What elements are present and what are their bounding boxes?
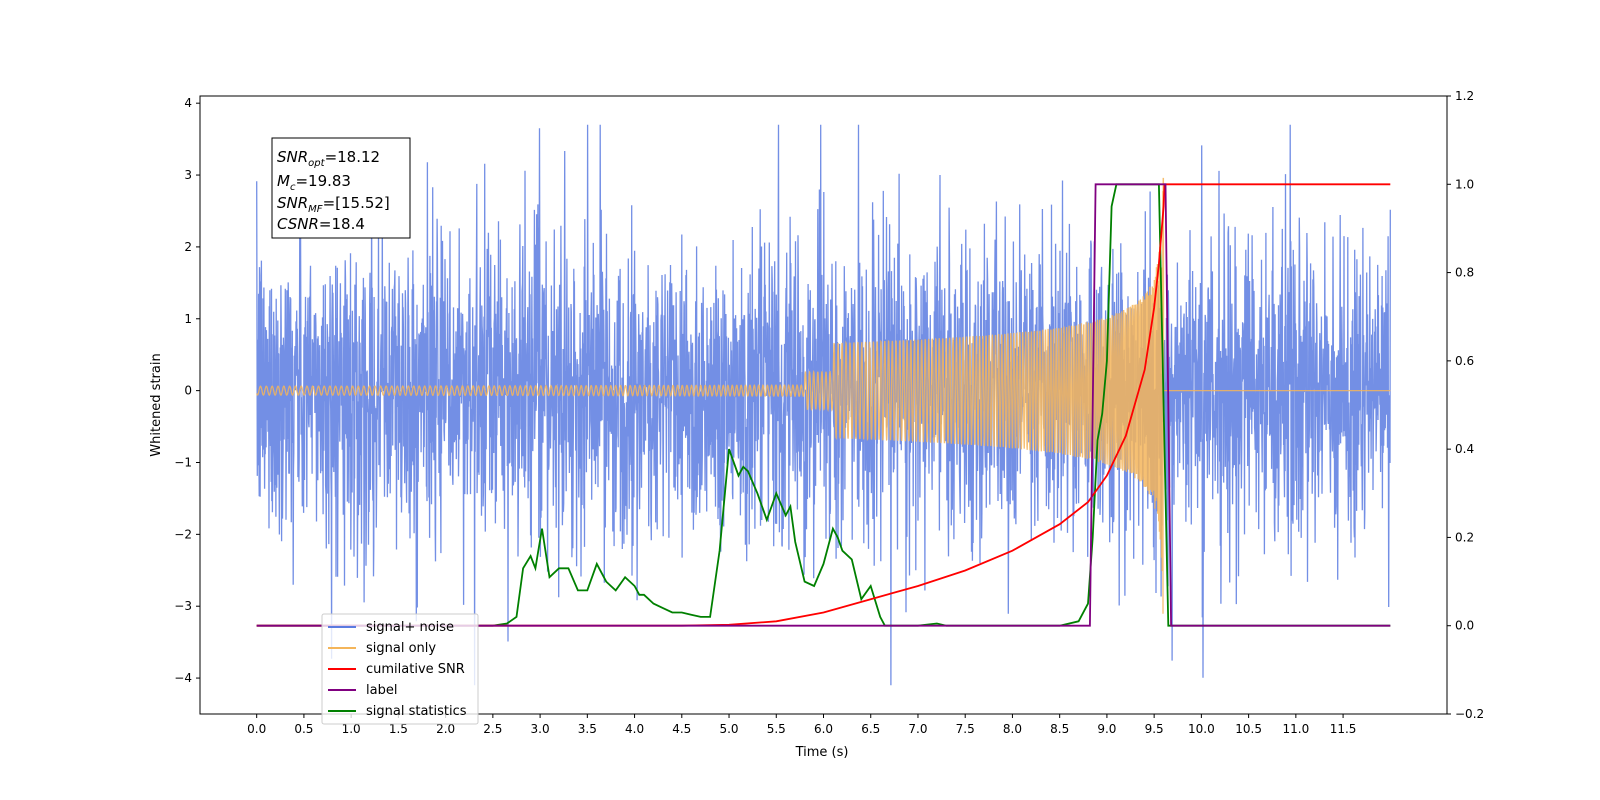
signal-plus-noise-line — [256, 124, 1391, 686]
left-y-tick-label: 4 — [184, 96, 192, 110]
left-y-tick-label: 1 — [184, 312, 192, 326]
left-y-tick-label: −4 — [174, 671, 192, 685]
x-tick-label: 5.0 — [719, 722, 738, 736]
left-y-tick-label: −2 — [174, 527, 192, 541]
x-axis-label: Time (s) — [795, 745, 849, 760]
left-y-tick-label: −1 — [174, 455, 192, 469]
cumilative-snr-line — [256, 183, 1391, 627]
right-y-tick-label: 0.4 — [1455, 442, 1474, 456]
x-tick-label: 10.5 — [1235, 722, 1262, 736]
x-axis: 0.0 0.5 1.0 1.5 2.0 2.5 3.0 3.5 4.0 4.5 5.0 5.5 6.0 6… — [247, 714, 1356, 736]
legend-label: signal only — [366, 641, 436, 656]
annotation-csnr: CSNR=18.4 — [277, 215, 365, 233]
right-y-tick-label: 1.2 — [1455, 89, 1474, 103]
x-tick-label: 9.5 — [1145, 722, 1164, 736]
right-y-tick-label: −0.2 — [1455, 707, 1484, 721]
legend-label: signal+ noise — [366, 620, 454, 635]
x-tick-label: 1.0 — [342, 722, 361, 736]
signal-plus-noise-series — [256, 124, 1391, 686]
x-tick-label: 8.0 — [1003, 722, 1022, 736]
annotation-box: SNRopt=18.12 Mc=19.83 SNRMF=[15.52] CSNR… — [271, 137, 411, 239]
left-y-tick-label: 3 — [184, 168, 192, 182]
x-tick-label: 4.5 — [672, 722, 691, 736]
x-tick-label: 8.5 — [1050, 722, 1069, 736]
x-tick-label: 0.5 — [294, 722, 313, 736]
x-tick-label: 6.5 — [861, 722, 880, 736]
annotation-chirp-mass: Mc=19.83 — [277, 172, 351, 193]
x-tick-label: 10.0 — [1188, 722, 1215, 736]
legend-label: signal statistics — [366, 704, 467, 719]
x-tick-label: 9.0 — [1097, 722, 1116, 736]
x-tick-label: 1.5 — [389, 722, 408, 736]
left-y-tick-label: −3 — [174, 599, 192, 613]
legend: signal+ noise signal only cumilative SNR la… — [321, 613, 479, 725]
y-axis-label: Whitened strain — [149, 353, 164, 456]
left-y-tick-label: 2 — [184, 240, 192, 254]
left-y-tick-label: 0 — [184, 384, 192, 398]
x-tick-label: 7.5 — [956, 722, 975, 736]
x-tick-label: 0.0 — [247, 722, 266, 736]
right-y-tick-label: 0.2 — [1455, 530, 1474, 544]
signal-only-series — [256, 177, 1391, 614]
right-y-tick-label: 0.8 — [1455, 266, 1474, 280]
legend-label: label — [366, 683, 397, 698]
x-tick-label: 3.5 — [578, 722, 597, 736]
left-y-axis: 4 3 2 1 0 −1 −2 −3 −4 — [174, 96, 200, 685]
right-y-tick-label: 0.6 — [1455, 354, 1474, 368]
x-tick-label: 4.0 — [625, 722, 644, 736]
label-line — [256, 183, 1391, 627]
right-y-axis: 1.2 1.0 0.8 0.6 0.4 0.2 0.0 −0.2 — [1447, 89, 1484, 721]
signal-statistics-line — [256, 183, 1391, 627]
x-tick-label: 6.0 — [814, 722, 833, 736]
x-tick-label: 2.0 — [436, 722, 455, 736]
annotation-snr-opt: SNRopt=18.12 — [277, 148, 380, 169]
x-tick-label: 11.0 — [1282, 722, 1309, 736]
right-y-tick-label: 1.0 — [1455, 177, 1474, 191]
x-tick-label: 5.5 — [767, 722, 786, 736]
signal-only-line — [256, 177, 1391, 614]
right-y-tick-label: 0.0 — [1455, 619, 1474, 633]
x-tick-label: 11.5 — [1330, 722, 1357, 736]
annotation-snr-mf: SNRMF=[15.52] — [277, 194, 390, 215]
x-tick-label: 2.5 — [483, 722, 502, 736]
x-tick-label: 7.0 — [908, 722, 927, 736]
x-tick-label: 3.0 — [531, 722, 550, 736]
right-axis-series — [256, 183, 1391, 627]
legend-label: cumilative SNR — [366, 662, 465, 677]
